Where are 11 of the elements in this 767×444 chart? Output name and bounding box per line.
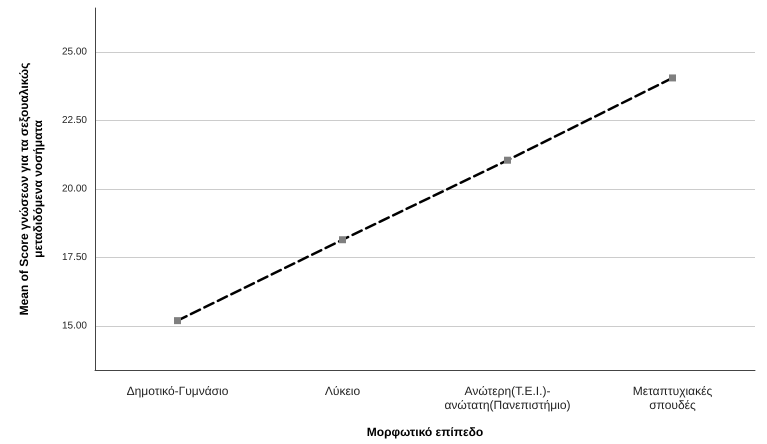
- y-axis-title: Mean of Score γνώσεων για τα σεξουαλικώς μεταδιδόμενα νοσήματα: [17, 62, 45, 316]
- y-tick-label: 22.50: [62, 114, 88, 126]
- x-tick-label: Μεταπτυχιακές σπουδές: [632, 384, 712, 412]
- y-tick-label: 20.00: [62, 184, 88, 194]
- y-tick-label: 25.00: [62, 46, 88, 58]
- x-tick-label: Δημοτικό-Γυμνάσιο: [126, 384, 229, 398]
- y-tick-label: 15.00: [62, 320, 88, 332]
- x-axis-title: Μορφωτικό επίπεδο: [366, 425, 484, 439]
- y-tick-label: 17.50: [62, 252, 88, 264]
- x-tick-label: Λύκειο: [324, 384, 360, 398]
- x-tick-label: Ανώτερη(Τ.Ε.Ι.)- ανώτατη(Πανεπιστήμιο): [444, 384, 571, 412]
